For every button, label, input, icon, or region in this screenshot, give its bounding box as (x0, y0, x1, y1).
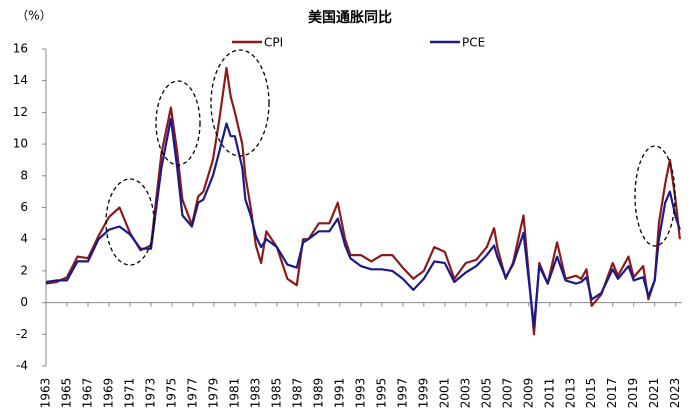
x-tick-label: 1967 (80, 378, 94, 409)
y-tick-label: 2 (20, 263, 28, 277)
legend-label: CPI (264, 36, 283, 50)
highlight-ellipse (634, 145, 676, 247)
highlight-ellipse (105, 178, 155, 266)
chart-title: 美国通胀同比 (308, 9, 392, 26)
x-tick-label: 2009 (521, 378, 535, 409)
x-tick-label: 1997 (395, 378, 409, 409)
line-series (45, 117, 681, 328)
x-tick-label: 2011 (542, 378, 556, 409)
x-tick-label: 2013 (563, 378, 577, 409)
y-tick-label: 6 (20, 200, 28, 214)
x-tick-label: 1965 (59, 378, 73, 409)
y-tick-label: 16 (13, 42, 28, 56)
y-axis-unit: （%） (16, 9, 51, 23)
y-tick-label: 12 (13, 105, 28, 119)
line-series (45, 66, 681, 336)
x-tick-label: 1977 (185, 378, 199, 409)
x-tick-label: 2007 (500, 378, 514, 409)
x-tick-label: 1979 (206, 378, 220, 409)
highlight-ellipse (210, 49, 270, 157)
x-tick-label: 1971 (122, 378, 136, 409)
x-tick-label: 1999 (416, 378, 430, 409)
highlight-ellipse (155, 80, 201, 166)
x-tick-label: 1973 (143, 378, 157, 409)
y-tick-label: 4 (20, 232, 28, 246)
x-tick-label: 2005 (479, 378, 493, 409)
x-tick-label: 1991 (332, 378, 346, 409)
y-tick-label: 8 (20, 168, 28, 182)
x-tick-label: 1993 (353, 378, 367, 409)
plot-area: -4 -2 0 2 4 6 8 10 12 14 16 1963 1965 1967 1969 1971 197… (13, 36, 682, 409)
x-tick-label: 1975 (164, 378, 178, 409)
x-tick-label: 1963 (39, 378, 53, 409)
x-tick-label: 2023 (668, 378, 682, 409)
x-tick-label: 2019 (626, 378, 640, 409)
x-tick-label: 1987 (290, 378, 304, 409)
y-tick-label: 10 (13, 137, 28, 151)
legend-label: PCE (462, 36, 485, 50)
y-tick-label: 0 (20, 295, 28, 309)
x-tick-label: 1969 (101, 378, 115, 409)
x-tick-label: 2001 (437, 378, 451, 409)
x-tick-label: 1985 (269, 378, 283, 409)
x-tick-label: 1989 (311, 378, 325, 409)
x-tick-label: 2003 (458, 378, 472, 409)
x-tick-label: 1995 (374, 378, 388, 409)
x-tick-label: 2017 (605, 378, 619, 409)
x-tick-label: 1981 (227, 378, 241, 409)
y-tick-label: -4 (16, 359, 28, 373)
y-tick-label: 14 (13, 73, 28, 87)
x-tick-label: 2015 (584, 378, 598, 409)
x-tick-label: 2021 (647, 378, 661, 409)
y-tick-label: -2 (16, 327, 28, 341)
x-tick-label: 1983 (248, 378, 262, 409)
